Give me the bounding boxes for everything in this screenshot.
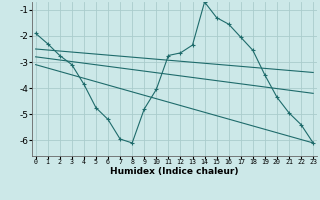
- X-axis label: Humidex (Indice chaleur): Humidex (Indice chaleur): [110, 167, 239, 176]
